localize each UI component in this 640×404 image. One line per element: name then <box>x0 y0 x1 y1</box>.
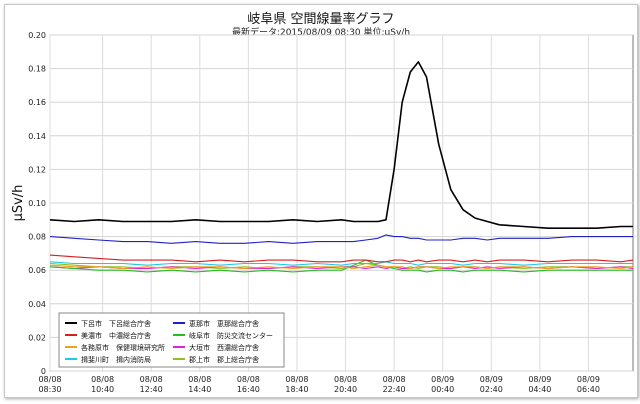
chart-frame: 岐阜県 空間線量率グラフ 最新データ:2015/08/09 08:30 単位:μ… <box>4 4 638 398</box>
chart-title: 岐阜県 空間線量率グラフ <box>247 12 395 27</box>
legend-label: 岐阜市 防災交流センター <box>189 331 273 340</box>
y-axis-label: μSv/h <box>11 185 26 222</box>
x-tick-date: 08/09 <box>577 375 600 384</box>
x-tick-time: 18:40 <box>285 385 308 394</box>
x-tick-date: 08/08 <box>383 375 406 384</box>
y-tick-label: 0.12 <box>28 165 46 174</box>
legend-label: 美濃市 中濃総合庁舎 <box>81 331 151 340</box>
series-line-4 <box>49 234 633 244</box>
x-tick-time: 22:40 <box>383 385 406 394</box>
x-tick-date: 08/09 <box>431 375 454 384</box>
legend-label: 大垣市 西濃総合庁舎 <box>189 343 259 352</box>
series-line-0 <box>49 61 633 229</box>
x-tick-date: 08/08 <box>140 375 163 384</box>
y-tick-label: 0.02 <box>28 333 46 342</box>
x-tick-time: 20:40 <box>334 385 357 394</box>
legend-box <box>58 312 285 368</box>
x-tick-date: 08/08 <box>91 375 114 384</box>
x-tick-time: 12:40 <box>140 385 163 394</box>
x-tick-time: 06:40 <box>577 385 600 394</box>
x-tick-time: 08:30 <box>38 385 61 394</box>
x-tick-date: 08/08 <box>334 375 357 384</box>
y-tick-label: 0.04 <box>28 300 46 309</box>
x-tick-date: 08/08 <box>38 375 61 384</box>
x-tick-date: 08/09 <box>480 375 503 384</box>
legend-label: 各務原市 保健環境研究所 <box>81 343 165 352</box>
y-tick-label: 0.08 <box>28 233 46 242</box>
series-line-1 <box>49 254 634 263</box>
series-line-3 <box>49 261 633 266</box>
chart-subtitle: 最新データ:2015/08/09 08:30 単位:μSv/h <box>231 28 411 38</box>
x-tick-date: 08/09 <box>528 375 551 384</box>
y-tick-label: 0.20 <box>28 31 46 40</box>
legend-label: 下呂市 下呂総合庁舎 <box>81 319 151 328</box>
x-tick-time: 10:40 <box>91 385 114 394</box>
y-tick-label: 0.16 <box>28 98 46 107</box>
legend-label: 郡上市 郡上総合庁舎 <box>189 355 259 364</box>
y-tick-label: 0.14 <box>28 132 46 141</box>
series-line-2 <box>49 264 634 270</box>
x-tick-time: 16:40 <box>237 385 260 394</box>
y-tick-label: 0.10 <box>28 199 46 208</box>
x-tick-time: 00:40 <box>431 385 454 394</box>
x-tick-time: 04:40 <box>528 385 551 394</box>
x-tick-date: 08/08 <box>285 375 308 384</box>
x-tick-date: 08/08 <box>237 375 260 384</box>
legend-label: 恵那市 恵那総合庁舎 <box>189 319 259 328</box>
series-line-5 <box>49 259 633 273</box>
y-tick-label: 0.18 <box>28 65 46 74</box>
x-tick-time: 02:40 <box>480 385 503 394</box>
x-tick-time: 14:40 <box>188 385 211 394</box>
line-chart: 0 0.02 0.04 0.06 0.08 0.10 0.12 0.14 0.16 0.18 0.2… <box>11 31 634 394</box>
y-tick-label: 0 <box>41 367 46 376</box>
legend-label: 揖斐川町 揖内消防局 <box>81 355 151 364</box>
y-tick-label: 0.06 <box>28 266 46 275</box>
x-tick-date: 08/08 <box>188 375 211 384</box>
